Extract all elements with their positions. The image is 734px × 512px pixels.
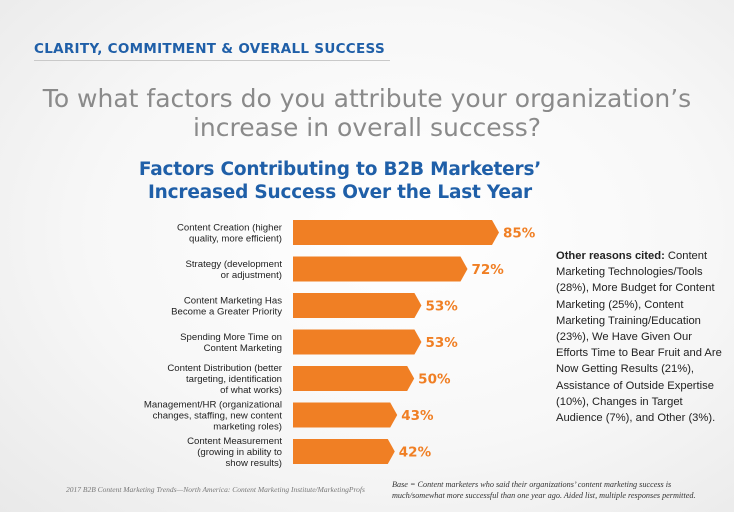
category-label-6: Management/HR (organizational changes, st… <box>144 400 282 433</box>
section-title: CLARITY, COMMITMENT & OVERALL SUCCESS <box>34 41 385 57</box>
category-label-2: Strategy (development or adjustment) <box>185 259 282 281</box>
value-label-7: 42% <box>399 445 432 461</box>
category-label-1: Content Creation (higher quality, more ef… <box>177 223 283 245</box>
category-label-7: Content Measurement (growing in ability t… <box>187 436 282 469</box>
bar-4 <box>293 329 422 355</box>
base-note: Base = Content marketers who said their … <box>392 480 696 500</box>
value-label-3: 53% <box>425 299 458 315</box>
chart-title: Factors Contributing to B2B Marketers’ I… <box>138 159 542 203</box>
value-label-2: 72% <box>471 262 504 278</box>
other-reasons-heading: Other reasons cited: <box>556 250 665 262</box>
category-label-3: Content Marketing Has Become a Greater Pr… <box>171 296 282 318</box>
section-divider <box>34 60 390 61</box>
category-label-4: Spending More Time on Content Marketing <box>180 332 282 354</box>
bar-6 <box>293 402 398 428</box>
bar-1 <box>293 220 499 245</box>
value-label-1: 85% <box>503 226 536 242</box>
other-reasons-text: Content Marketing Technologies/Tools (28… <box>556 250 722 425</box>
other-reasons: Other reasons cited: Content Marketing T… <box>556 248 724 426</box>
value-label-4: 53% <box>425 335 458 351</box>
category-label-5: Content Distribution (better targeting, i… <box>167 363 282 396</box>
value-label-5: 50% <box>418 372 451 388</box>
value-label-6: 43% <box>401 408 434 424</box>
bar-2 <box>293 256 468 282</box>
survey-question: To what factors do you attribute your or… <box>42 84 692 142</box>
source-note: 2017 B2B Content Marketing Trends—North … <box>66 485 365 494</box>
bar-7 <box>293 439 395 464</box>
bar-5 <box>293 366 415 391</box>
bar-3 <box>293 293 422 318</box>
